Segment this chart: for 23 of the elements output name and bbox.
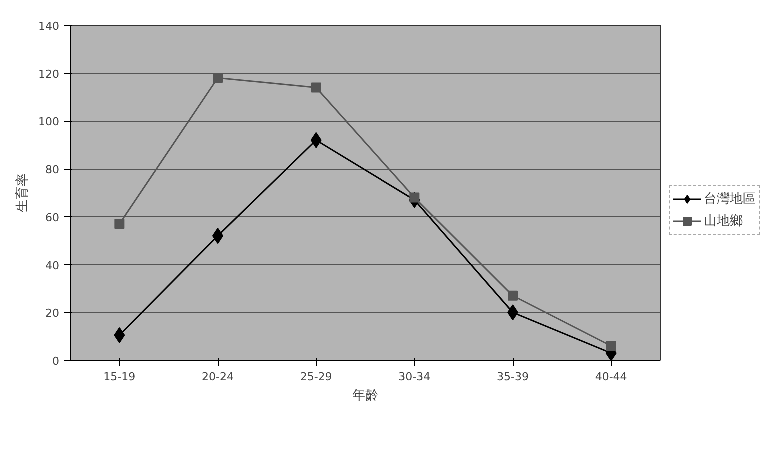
point — [311, 82, 322, 93]
y-tick-label: 40 — [46, 259, 60, 272]
point — [213, 73, 223, 84]
x-axis-title: 年齡 — [352, 388, 378, 404]
legend-label: 台灣地區 — [704, 191, 756, 208]
legend-label: 山地鄉 — [704, 213, 743, 230]
point — [606, 341, 616, 352]
x-tick-label: 40-44 — [595, 370, 628, 384]
y-tick-label: 140 — [38, 20, 60, 33]
y-axis-title: 生育率 — [14, 174, 31, 212]
x-tick-label: 20-24 — [202, 370, 234, 384]
point — [114, 219, 125, 230]
point — [508, 290, 518, 301]
y-tick-label: 80 — [46, 164, 60, 177]
x-tick-label: 15-19 — [104, 370, 136, 384]
y-tick-label: 120 — [38, 68, 60, 81]
x-tick-label: 25-29 — [300, 370, 332, 384]
y-tick-label: 0 — [52, 355, 60, 368]
x-tick-label: 35-39 — [497, 370, 529, 384]
x-tick-label: 30-34 — [398, 370, 431, 384]
y-tick-label: 100 — [38, 116, 60, 129]
y-tick-label: 20 — [46, 307, 60, 320]
y-tick-label: 60 — [46, 211, 60, 224]
